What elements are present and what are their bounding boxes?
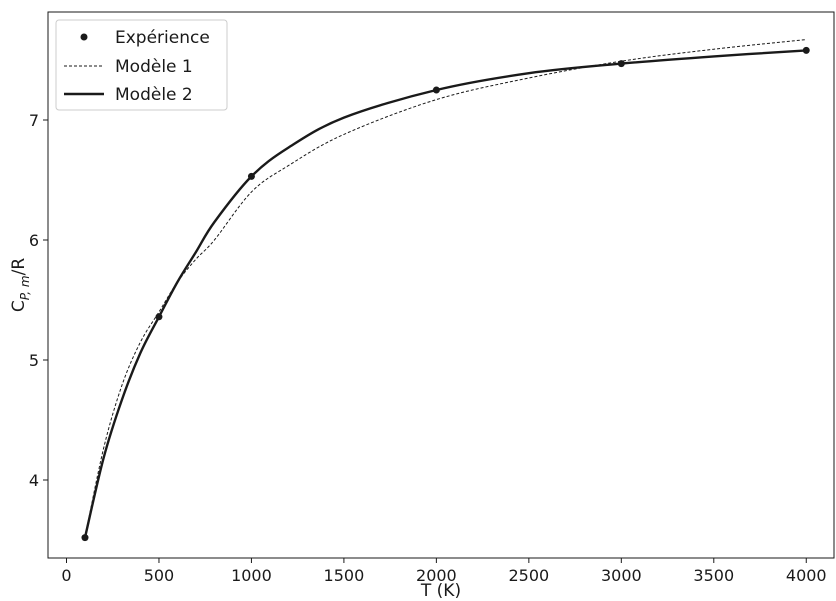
x-tick-label: 1500 — [324, 566, 365, 585]
x-tick-label: 0 — [61, 566, 71, 585]
series-line-model1 — [84, 39, 807, 538]
x-axis-ticks: 0 500 1000 1500 2000 2500 3000 3500 4000 — [61, 558, 827, 585]
experience-point — [81, 534, 89, 542]
x-tick-label: 1000 — [231, 566, 272, 585]
legend-label-model2: Modèle 2 — [115, 85, 193, 105]
plot-frame — [47, 11, 835, 559]
x-tick-label: 2000 — [416, 566, 457, 585]
legend-box — [55, 19, 228, 111]
legend: Expérience Modèle 1 Modèle 2 — [55, 19, 228, 111]
legend-marker-experience — [80, 33, 88, 41]
x-tick-label: 4000 — [786, 566, 827, 585]
experience-point — [247, 172, 255, 180]
x-tick-label: 2500 — [508, 566, 549, 585]
y-axis-title: CP, m/R — [9, 258, 32, 313]
y-tick-label: 5 — [29, 351, 39, 370]
x-axis-title: T (K) — [420, 581, 461, 601]
legend-label-model1: Modèle 1 — [115, 57, 193, 77]
series-layer — [81, 39, 810, 542]
x-tick-label: 3000 — [601, 566, 642, 585]
y-tick-label: 4 — [29, 471, 39, 490]
legend-label-experience: Expérience — [115, 28, 210, 48]
experience-point — [617, 60, 625, 68]
x-tick-label: 3500 — [693, 566, 734, 585]
x-tick-label: 500 — [144, 566, 175, 585]
y-tick-label: 7 — [29, 111, 39, 130]
y-axis-ticks: 4 5 6 7 — [29, 111, 48, 490]
y-tick-label: 6 — [29, 231, 39, 250]
experience-point — [155, 313, 163, 321]
experience-point — [802, 46, 810, 54]
experience-point — [432, 86, 440, 94]
series-line-model2 — [83, 49, 807, 538]
